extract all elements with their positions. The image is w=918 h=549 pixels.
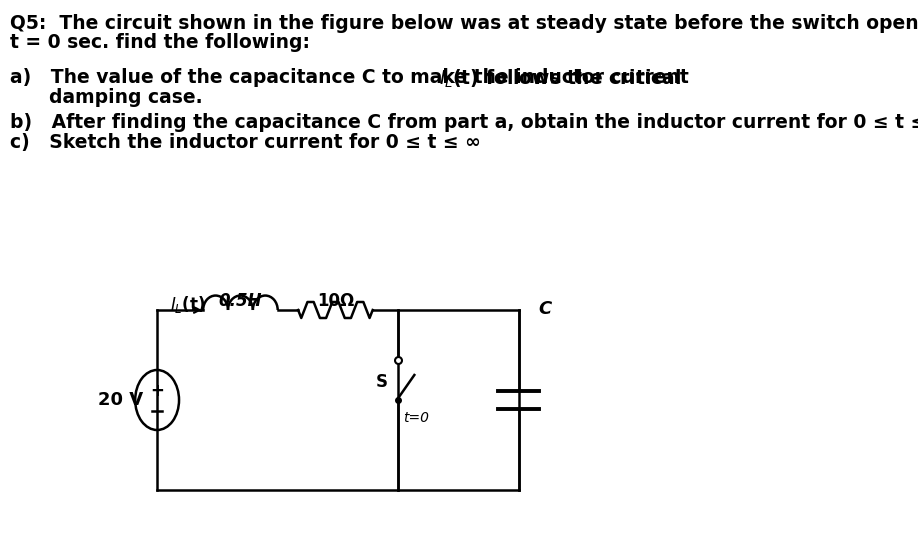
Text: a)   The value of the capacitance C to make the inductor current: a) The value of the capacitance C to mak… bbox=[10, 68, 696, 87]
Text: c)   Sketch the inductor current for 0 ≤ t ≤ ∞: c) Sketch the inductor current for 0 ≤ t… bbox=[10, 133, 481, 152]
Text: 10Ω: 10Ω bbox=[317, 292, 354, 310]
Text: S: S bbox=[376, 373, 388, 391]
Text: t = 0 sec. find the following:: t = 0 sec. find the following: bbox=[10, 33, 310, 52]
Text: $\mathit{I_L}$(t) follows the critical: $\mathit{I_L}$(t) follows the critical bbox=[439, 68, 681, 90]
Text: 0.5H: 0.5H bbox=[218, 292, 263, 310]
Text: t=0: t=0 bbox=[403, 411, 429, 425]
Text: 20 V: 20 V bbox=[98, 391, 143, 409]
Text: C: C bbox=[539, 300, 552, 318]
Text: Q5:  The circuit shown in the figure below was at steady state before the switch: Q5: The circuit shown in the figure belo… bbox=[10, 14, 918, 33]
Text: damping case.: damping case. bbox=[10, 88, 203, 107]
Text: $\mathit{I_L}$(t): $\mathit{I_L}$(t) bbox=[170, 294, 205, 315]
Text: +: + bbox=[151, 382, 164, 400]
Text: b)   After finding the capacitance C from part a, obtain the inductor current fo: b) After finding the capacitance C from … bbox=[10, 113, 918, 132]
